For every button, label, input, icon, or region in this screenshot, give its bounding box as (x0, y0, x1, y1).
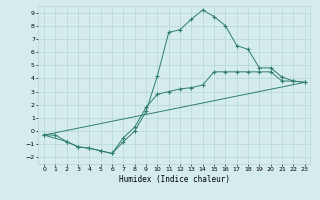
X-axis label: Humidex (Indice chaleur): Humidex (Indice chaleur) (119, 175, 230, 184)
